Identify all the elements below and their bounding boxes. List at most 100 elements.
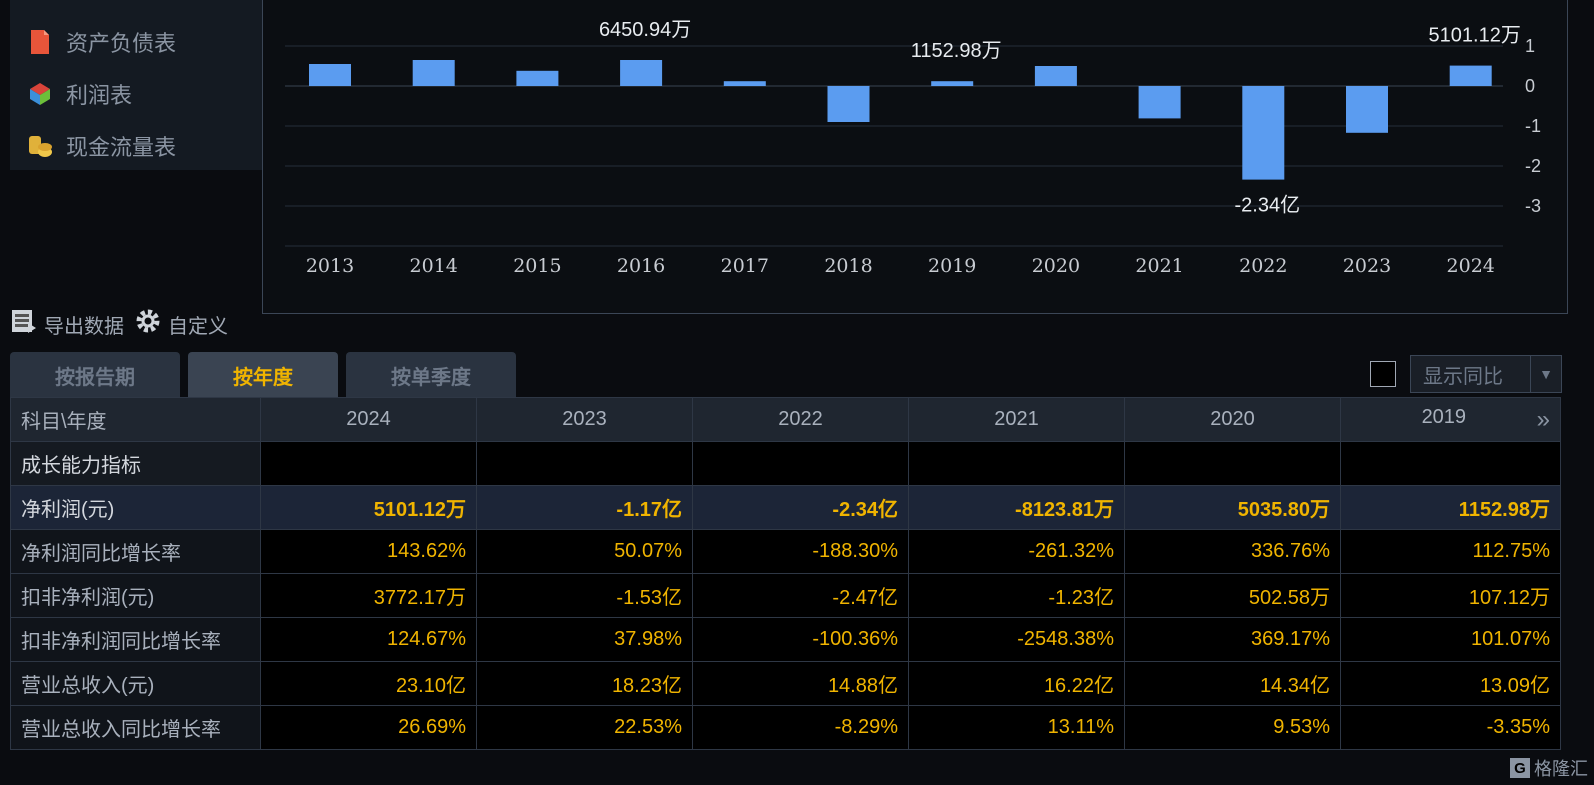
table-cell: -1.53亿: [476, 573, 693, 618]
cash-flow-icon: [26, 132, 54, 160]
x-tick-label: 2016: [617, 255, 665, 277]
year-header-2024: 2024: [260, 397, 477, 442]
year-label: 2024: [346, 408, 391, 430]
table-cell: 124.67%: [260, 617, 477, 662]
tab-by-report-period[interactable]: 按报告期: [10, 352, 180, 398]
bar-chart-svg: 1 0 -1 -2 -3 2013 2014 2015 2016 6450.94万 2017 2018…: [285, 19, 1541, 277]
table-cell: [692, 441, 909, 486]
header-label: 科目\年度: [10, 397, 261, 442]
sidebar-item-label: 利润表: [66, 83, 133, 108]
bar: [1138, 86, 1181, 119]
double-chevron-right-icon[interactable]: »: [1536, 405, 1550, 433]
y-tick-label: 1: [1525, 36, 1535, 56]
x-tick-label: 2022: [1239, 255, 1287, 277]
table-cell: -2.34亿: [692, 485, 909, 530]
watermark-logo: G: [1510, 758, 1530, 778]
table-row: 营业总收入(元) 23.10亿 18.23亿 14.88亿 16.22亿 14.34亿 13…: [10, 661, 1561, 706]
table-cell: 502.58万: [1124, 573, 1341, 618]
year-header-2019: 2019 »: [1340, 397, 1561, 442]
bar: [827, 86, 870, 122]
bar: [516, 70, 559, 86]
sidebar-item-label: 资产负债表: [66, 31, 177, 56]
table-cell: -2548.38%: [908, 617, 1125, 662]
table-cell: 369.17%: [1124, 617, 1341, 662]
table-cell: 112.75%: [1340, 529, 1561, 574]
table-cell: 13.11%: [908, 705, 1125, 750]
x-tick-label: 2014: [410, 255, 458, 277]
table-cell: 1152.98万: [1340, 485, 1561, 530]
tab-by-quarter[interactable]: 按单季度: [346, 352, 516, 398]
x-tick-label: 2019: [928, 255, 976, 277]
table-cell: 336.76%: [1124, 529, 1341, 574]
table-row: 扣非净利润同比增长率 124.67% 37.98% -100.36% -2548.38%…: [10, 617, 1561, 662]
table-cell: 107.12万: [1340, 573, 1561, 618]
y-tick-label: -2: [1525, 156, 1541, 176]
gear-icon: [134, 307, 162, 341]
x-tick-label: 2015: [513, 255, 561, 277]
table-cell: -261.32%: [908, 529, 1125, 574]
table-cell: -3.35%: [1340, 705, 1561, 750]
table-row: 成长能力指标: [10, 441, 1561, 486]
year-label: 2023: [562, 408, 607, 430]
year-label: 2021: [994, 408, 1039, 430]
table-cell: 14.88亿: [692, 661, 909, 706]
bar: [620, 60, 663, 86]
table-cell: 9.53%: [1124, 705, 1341, 750]
x-tick-label: 2013: [306, 255, 354, 277]
watermark-text: 格隆汇: [1534, 759, 1588, 779]
table-cell: 37.98%: [476, 617, 693, 662]
balance-sheet-icon: [26, 28, 54, 56]
table-cell: -8123.81万: [908, 485, 1125, 530]
export-data-button[interactable]: 导出数据: [10, 307, 124, 341]
data-label: -2.34亿: [1235, 194, 1301, 217]
row-label: 扣非净利润同比增长率: [10, 617, 261, 662]
year-header-2022: 2022: [692, 397, 909, 442]
bar: [1242, 86, 1285, 180]
table-cell: 50.07%: [476, 529, 693, 574]
yoy-checkbox[interactable]: [1370, 361, 1396, 387]
net-profit-chart: 1 0 -1 -2 -3 2013 2014 2015 2016 6450.94万 2017 2018…: [262, 0, 1568, 314]
period-tabs: 按报告期 按年度 按单季度: [10, 352, 516, 398]
table-cell: [1340, 441, 1561, 486]
table-cell: 23.10亿: [260, 661, 477, 706]
year-header-2021: 2021: [908, 397, 1125, 442]
table-toolbar: 导出数据 自定义: [10, 306, 228, 342]
table-cell: [1124, 441, 1341, 486]
table-header-row: 科目\年度 2024 2023 2022 2021 2020 2019 »: [10, 397, 1561, 442]
bar: [309, 64, 351, 86]
sidebar-item-balance-sheet[interactable]: 资产负债表: [10, 16, 262, 68]
export-icon: [10, 307, 38, 341]
table-cell: [476, 441, 693, 486]
table-cell: -1.23亿: [908, 573, 1125, 618]
table-cell: -1.17亿: [476, 485, 693, 530]
customize-button[interactable]: 自定义: [134, 307, 228, 341]
row-label: 净利润(元): [10, 485, 261, 530]
yoy-control: 显示同比 ▼: [1370, 355, 1562, 393]
x-tick-label: 2018: [824, 255, 872, 277]
table-cell: -8.29%: [692, 705, 909, 750]
sidebar-item-cash-flow[interactable]: 现金流量表: [10, 120, 262, 172]
y-tick-label: -1: [1525, 116, 1541, 136]
sidebar-item-income-statement[interactable]: 利润表: [10, 68, 262, 120]
bar: [931, 81, 974, 86]
show-yoy-label: 显示同比: [1423, 365, 1503, 388]
bar: [1346, 86, 1388, 133]
data-label: 6450.94万: [599, 19, 691, 41]
x-tick-label: 2017: [721, 255, 769, 277]
y-tick-label: 0: [1525, 76, 1535, 96]
show-yoy-dropdown[interactable]: 显示同比 ▼: [1410, 355, 1562, 393]
table-cell: -2.47亿: [692, 573, 909, 618]
data-label: 5101.12万: [1429, 25, 1521, 47]
x-tick-label: 2020: [1032, 255, 1080, 277]
table-cell: [908, 441, 1125, 486]
customize-label: 自定义: [168, 315, 228, 338]
table-cell: 143.62%: [260, 529, 477, 574]
table-cell: 26.69%: [260, 705, 477, 750]
y-tick-label: -3: [1525, 196, 1541, 216]
income-statement-icon: [26, 80, 54, 108]
bar: [723, 81, 766, 86]
data-label: 1152.98万: [911, 40, 1002, 62]
tab-by-year[interactable]: 按年度: [188, 352, 338, 398]
sidebar-item-label: 现金流量表: [66, 135, 177, 160]
row-label: 营业总收入同比增长率: [10, 705, 261, 750]
